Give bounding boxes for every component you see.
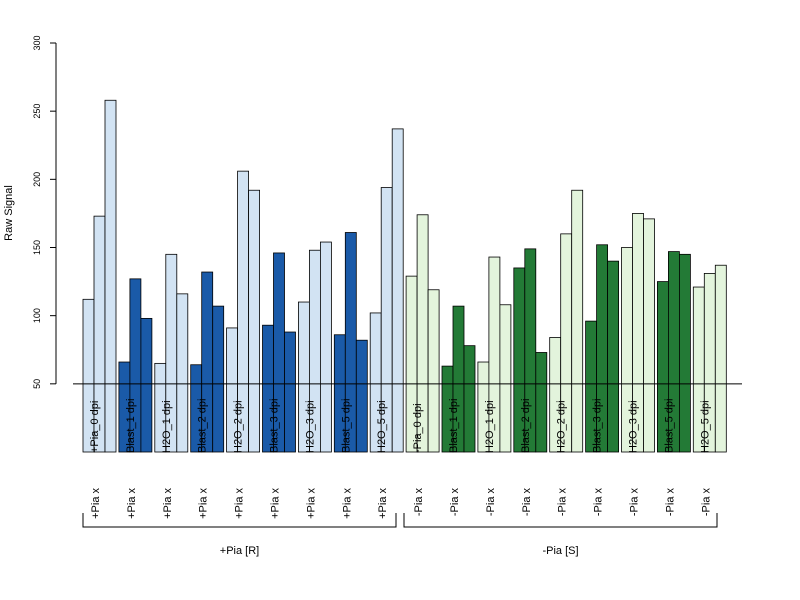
y-tick-label: 100 (32, 308, 42, 323)
category-label: -Pia x (413, 488, 425, 517)
y-tick-label: 50 (32, 379, 42, 389)
y-axis-label: Raw Signal (3, 185, 15, 241)
bar (140, 317, 153, 453)
group-bracket (403, 513, 718, 528)
category-label: -Pia_0 dpi (412, 403, 424, 453)
bar (427, 289, 440, 453)
bar (355, 339, 368, 453)
category-label: -Pia x (629, 488, 641, 517)
category-label: -Pia x (593, 488, 605, 517)
category-label: Blast_1 dpi (125, 399, 137, 453)
y-tick-label: 250 (32, 104, 42, 119)
category-label: +Pia x (305, 488, 317, 519)
category-label: +Pia x (270, 488, 282, 519)
category-label: H2O_3 dpi (628, 400, 640, 453)
category-label: +Pia x (234, 488, 246, 519)
bar (212, 305, 225, 453)
bar (248, 189, 261, 453)
category-label: Blast_3 dpi (592, 399, 604, 453)
category-label: Blast_1 dpi (448, 399, 460, 453)
category-label: H2O_5 dpi (376, 400, 388, 453)
category-label: H2O_5 dpi (699, 400, 711, 453)
bar (104, 99, 117, 453)
bar (714, 264, 727, 453)
category-label: +Pia x (126, 488, 138, 519)
category-label: +Pia x (162, 488, 174, 519)
bar (679, 253, 691, 453)
group-bracket (82, 513, 397, 528)
category-label: -Pia x (664, 488, 676, 517)
category-label: H2O_2 dpi (233, 400, 245, 453)
group-label: -Pia [S] (542, 545, 578, 557)
group-label: +Pia [R] (220, 545, 259, 557)
y-tick-label: 150 (32, 240, 42, 255)
bar (284, 331, 296, 453)
category-label: -Pia x (521, 488, 533, 517)
bar (643, 218, 655, 453)
category-label: H2O_1 dpi (484, 400, 496, 453)
y-tick-label: 200 (32, 172, 42, 187)
bar (499, 304, 512, 453)
category-label: H2O_1 dpi (161, 400, 173, 453)
category-label: Blast_2 dpi (197, 399, 209, 453)
category-label: -Pia x (449, 488, 461, 517)
category-label: H2O_3 dpi (304, 400, 316, 453)
category-label: +Pia x (377, 488, 389, 519)
category-label: H2O_2 dpi (556, 400, 568, 453)
bar (571, 189, 584, 453)
category-label: -Pia x (485, 488, 497, 517)
category-label: +Pia x (198, 488, 210, 519)
category-label: Blast_5 dpi (340, 399, 352, 453)
y-tick-label: 300 (32, 35, 42, 50)
bar (176, 293, 189, 453)
category-label: +Pia x (341, 488, 353, 519)
bar (391, 128, 404, 453)
category-label: +Pia_0 dpi (89, 401, 101, 453)
category-label: Blast_5 dpi (663, 399, 675, 453)
bar (524, 248, 537, 453)
category-label: Blast_3 dpi (269, 399, 281, 453)
bar (319, 241, 332, 453)
category-label: -Pia x (700, 488, 712, 517)
category-label: +Pia x (90, 488, 102, 519)
bar (607, 260, 619, 453)
bar (463, 345, 476, 453)
bar (535, 352, 548, 453)
category-label: Blast_2 dpi (520, 399, 532, 453)
category-label: -Pia x (557, 488, 569, 517)
